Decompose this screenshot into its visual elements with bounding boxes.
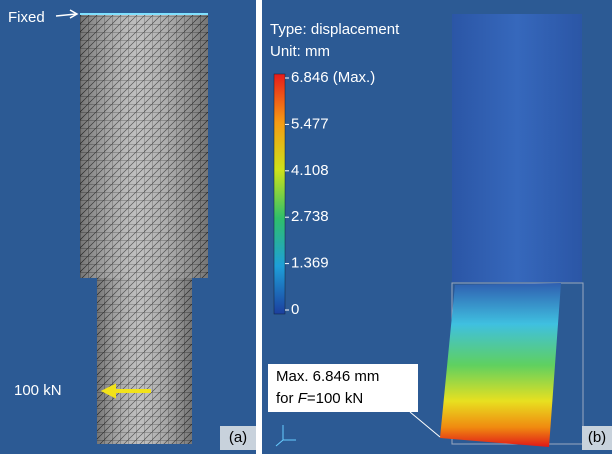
legend-label: 4.108: [291, 162, 329, 179]
legend-label: 5.477: [291, 115, 329, 132]
unit-label: Unit: mm: [270, 43, 330, 60]
panel-b-label-box: [582, 426, 612, 450]
axis-triad: [275, 425, 296, 447]
annotation-box: [268, 364, 418, 412]
annotation-line1: Max. 6.846 mm: [276, 368, 379, 385]
legend-label: 0: [291, 301, 299, 318]
legend-label: 6.846 (Max.): [291, 69, 375, 86]
annotation-suffix: =100 kN: [307, 390, 363, 407]
panel-b-label: (b): [588, 429, 606, 446]
deformed-block: [440, 283, 561, 447]
load-label: 100 kN: [14, 382, 62, 399]
fixed-arrow: [55, 9, 79, 19]
shade-lower: [97, 278, 192, 444]
color-bar: [273, 73, 286, 315]
panel-a-label: (a): [229, 429, 247, 446]
panel-a-label-box: [220, 426, 256, 450]
annotation-variable: F: [298, 390, 308, 407]
annotation-leader: [409, 411, 441, 438]
legend: 6.846 (Max.) 5.477 4.108 2.738 1.369 0: [285, 69, 375, 318]
annotation-prefix: for: [276, 390, 298, 407]
type-label: Type: displacement: [270, 21, 400, 38]
fixed-label: Fixed: [8, 9, 45, 26]
upper-block: [452, 14, 582, 282]
annotation-line2: for F=100 kN: [276, 390, 363, 407]
shade-upper: [80, 14, 208, 278]
legend-label: 1.369: [291, 255, 329, 272]
load-arrow: [100, 383, 151, 399]
legend-label: 2.738: [291, 208, 329, 225]
